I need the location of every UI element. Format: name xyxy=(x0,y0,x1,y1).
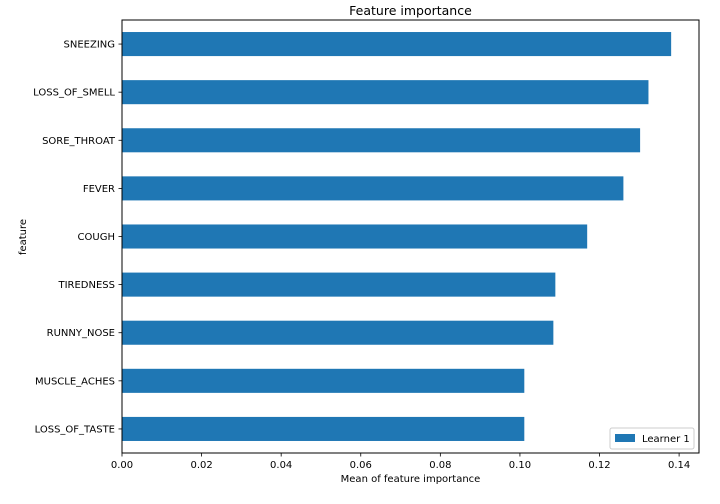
bar xyxy=(122,176,624,201)
bar xyxy=(122,320,554,345)
x-tick-label: 0.14 xyxy=(668,460,690,471)
bar xyxy=(122,272,556,297)
x-axis-label: Mean of feature importance xyxy=(341,474,481,485)
x-tick-label: 0.00 xyxy=(111,460,133,471)
y-tick-label: LOSS_OF_TASTE xyxy=(35,424,115,435)
y-tick-label: LOSS_OF_SMELL xyxy=(33,88,115,99)
bar xyxy=(122,128,641,153)
x-tick-label: 0.04 xyxy=(270,460,292,471)
legend-label: Learner 1 xyxy=(642,434,690,445)
x-tick-label: 0.02 xyxy=(190,460,212,471)
chart-title: Feature importance xyxy=(349,3,472,18)
x-tick-label: 0.06 xyxy=(350,460,372,471)
y-tick-label: FEVER xyxy=(83,184,115,195)
y-tick-label: MUSCLE_ACHES xyxy=(35,376,115,387)
x-tick-label: 0.12 xyxy=(588,460,610,471)
bar xyxy=(122,368,525,393)
bar xyxy=(122,416,525,441)
y-axis-label: feature xyxy=(18,219,29,255)
y-tick-label: SNEEZING xyxy=(64,40,116,51)
y-tick-label: TIREDNESS xyxy=(57,280,115,291)
legend-frame xyxy=(609,427,695,450)
bars-group xyxy=(122,32,672,441)
y-tick-label: SORE_THROAT xyxy=(42,136,116,147)
x-ticks: 0.00 0.02 0.04 0.06 0.08 0.10 0.12 0.14 xyxy=(111,453,690,471)
legend: Learner 1 xyxy=(609,427,695,450)
y-tick-label: COUGH xyxy=(78,232,115,243)
y-tick-label: RUNNY_NOSE xyxy=(47,328,115,339)
bar xyxy=(122,224,588,249)
x-tick-label: 0.08 xyxy=(429,460,451,471)
bar xyxy=(122,80,649,105)
plot-frame xyxy=(121,19,700,454)
y-tick-labels: SNEEZING LOSS_OF_SMELL SORE_THROAT FEVER COU… xyxy=(33,40,122,435)
legend-swatch xyxy=(615,434,635,442)
x-tick-label: 0.10 xyxy=(509,460,531,471)
bar xyxy=(122,32,672,57)
